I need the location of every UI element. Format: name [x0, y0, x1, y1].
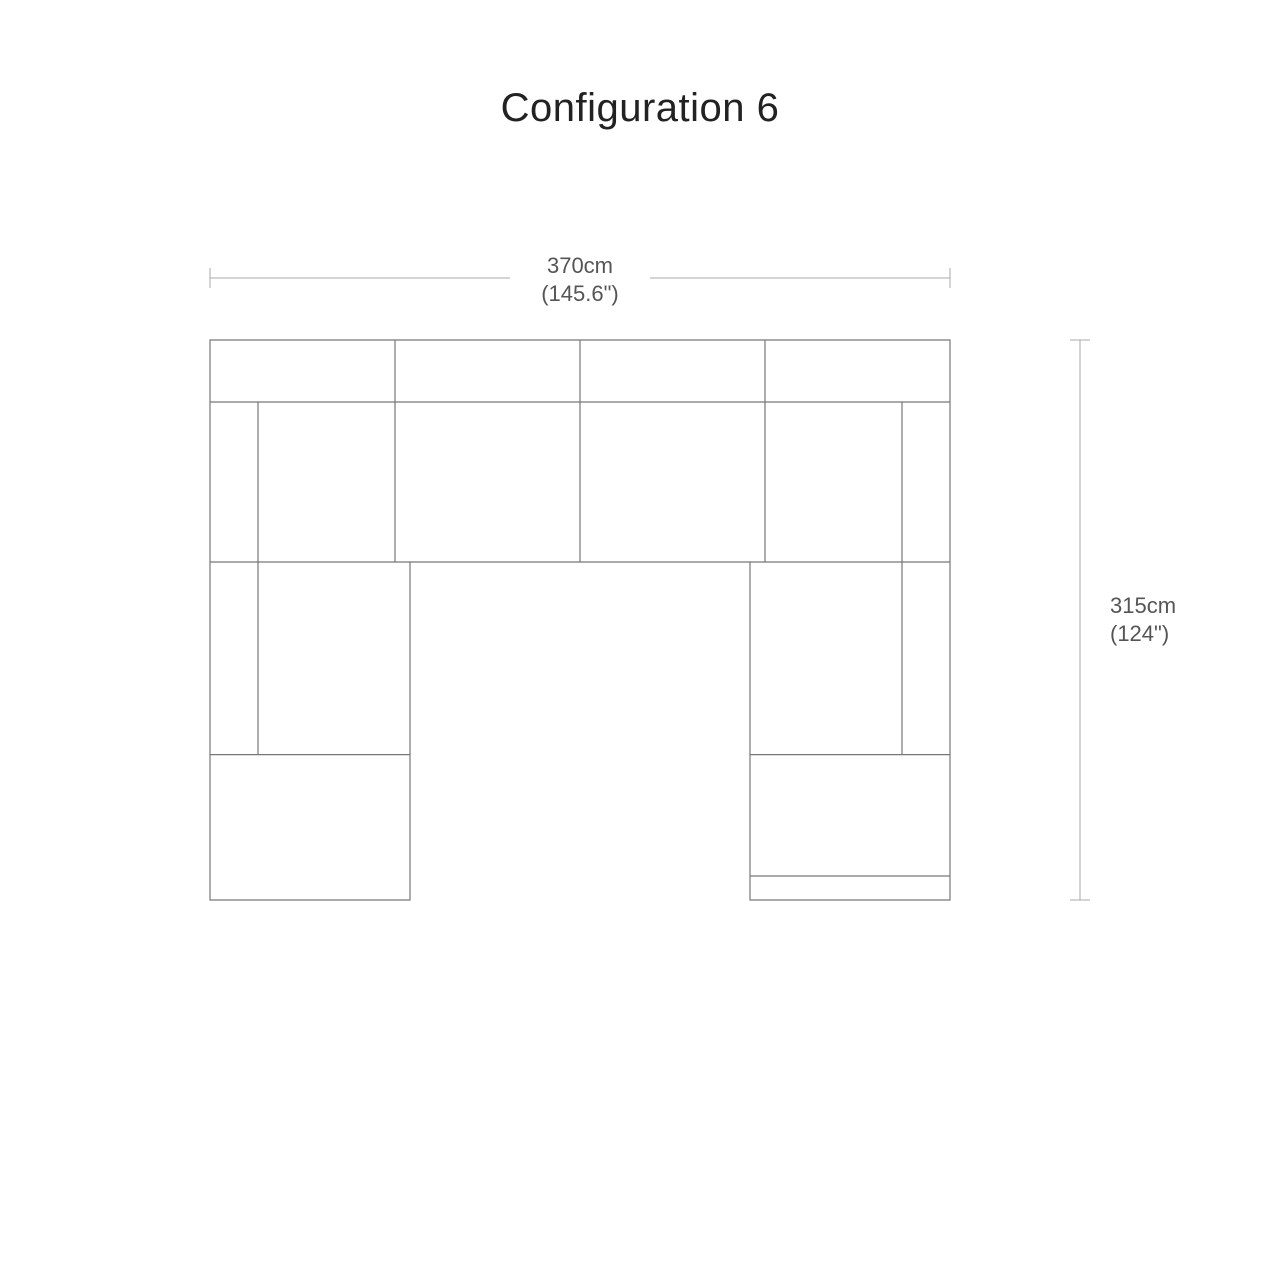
width-value: 370cm [547, 253, 613, 278]
height-value: 315cm [1110, 593, 1176, 618]
width-value-imperial: (145.6") [510, 280, 650, 308]
width-dimension-label: 370cm (145.6") [510, 252, 650, 307]
height-dimension-label: 315cm (124") [1110, 592, 1230, 647]
diagram-canvas [0, 0, 1280, 1280]
height-value-imperial: (124") [1110, 620, 1230, 648]
